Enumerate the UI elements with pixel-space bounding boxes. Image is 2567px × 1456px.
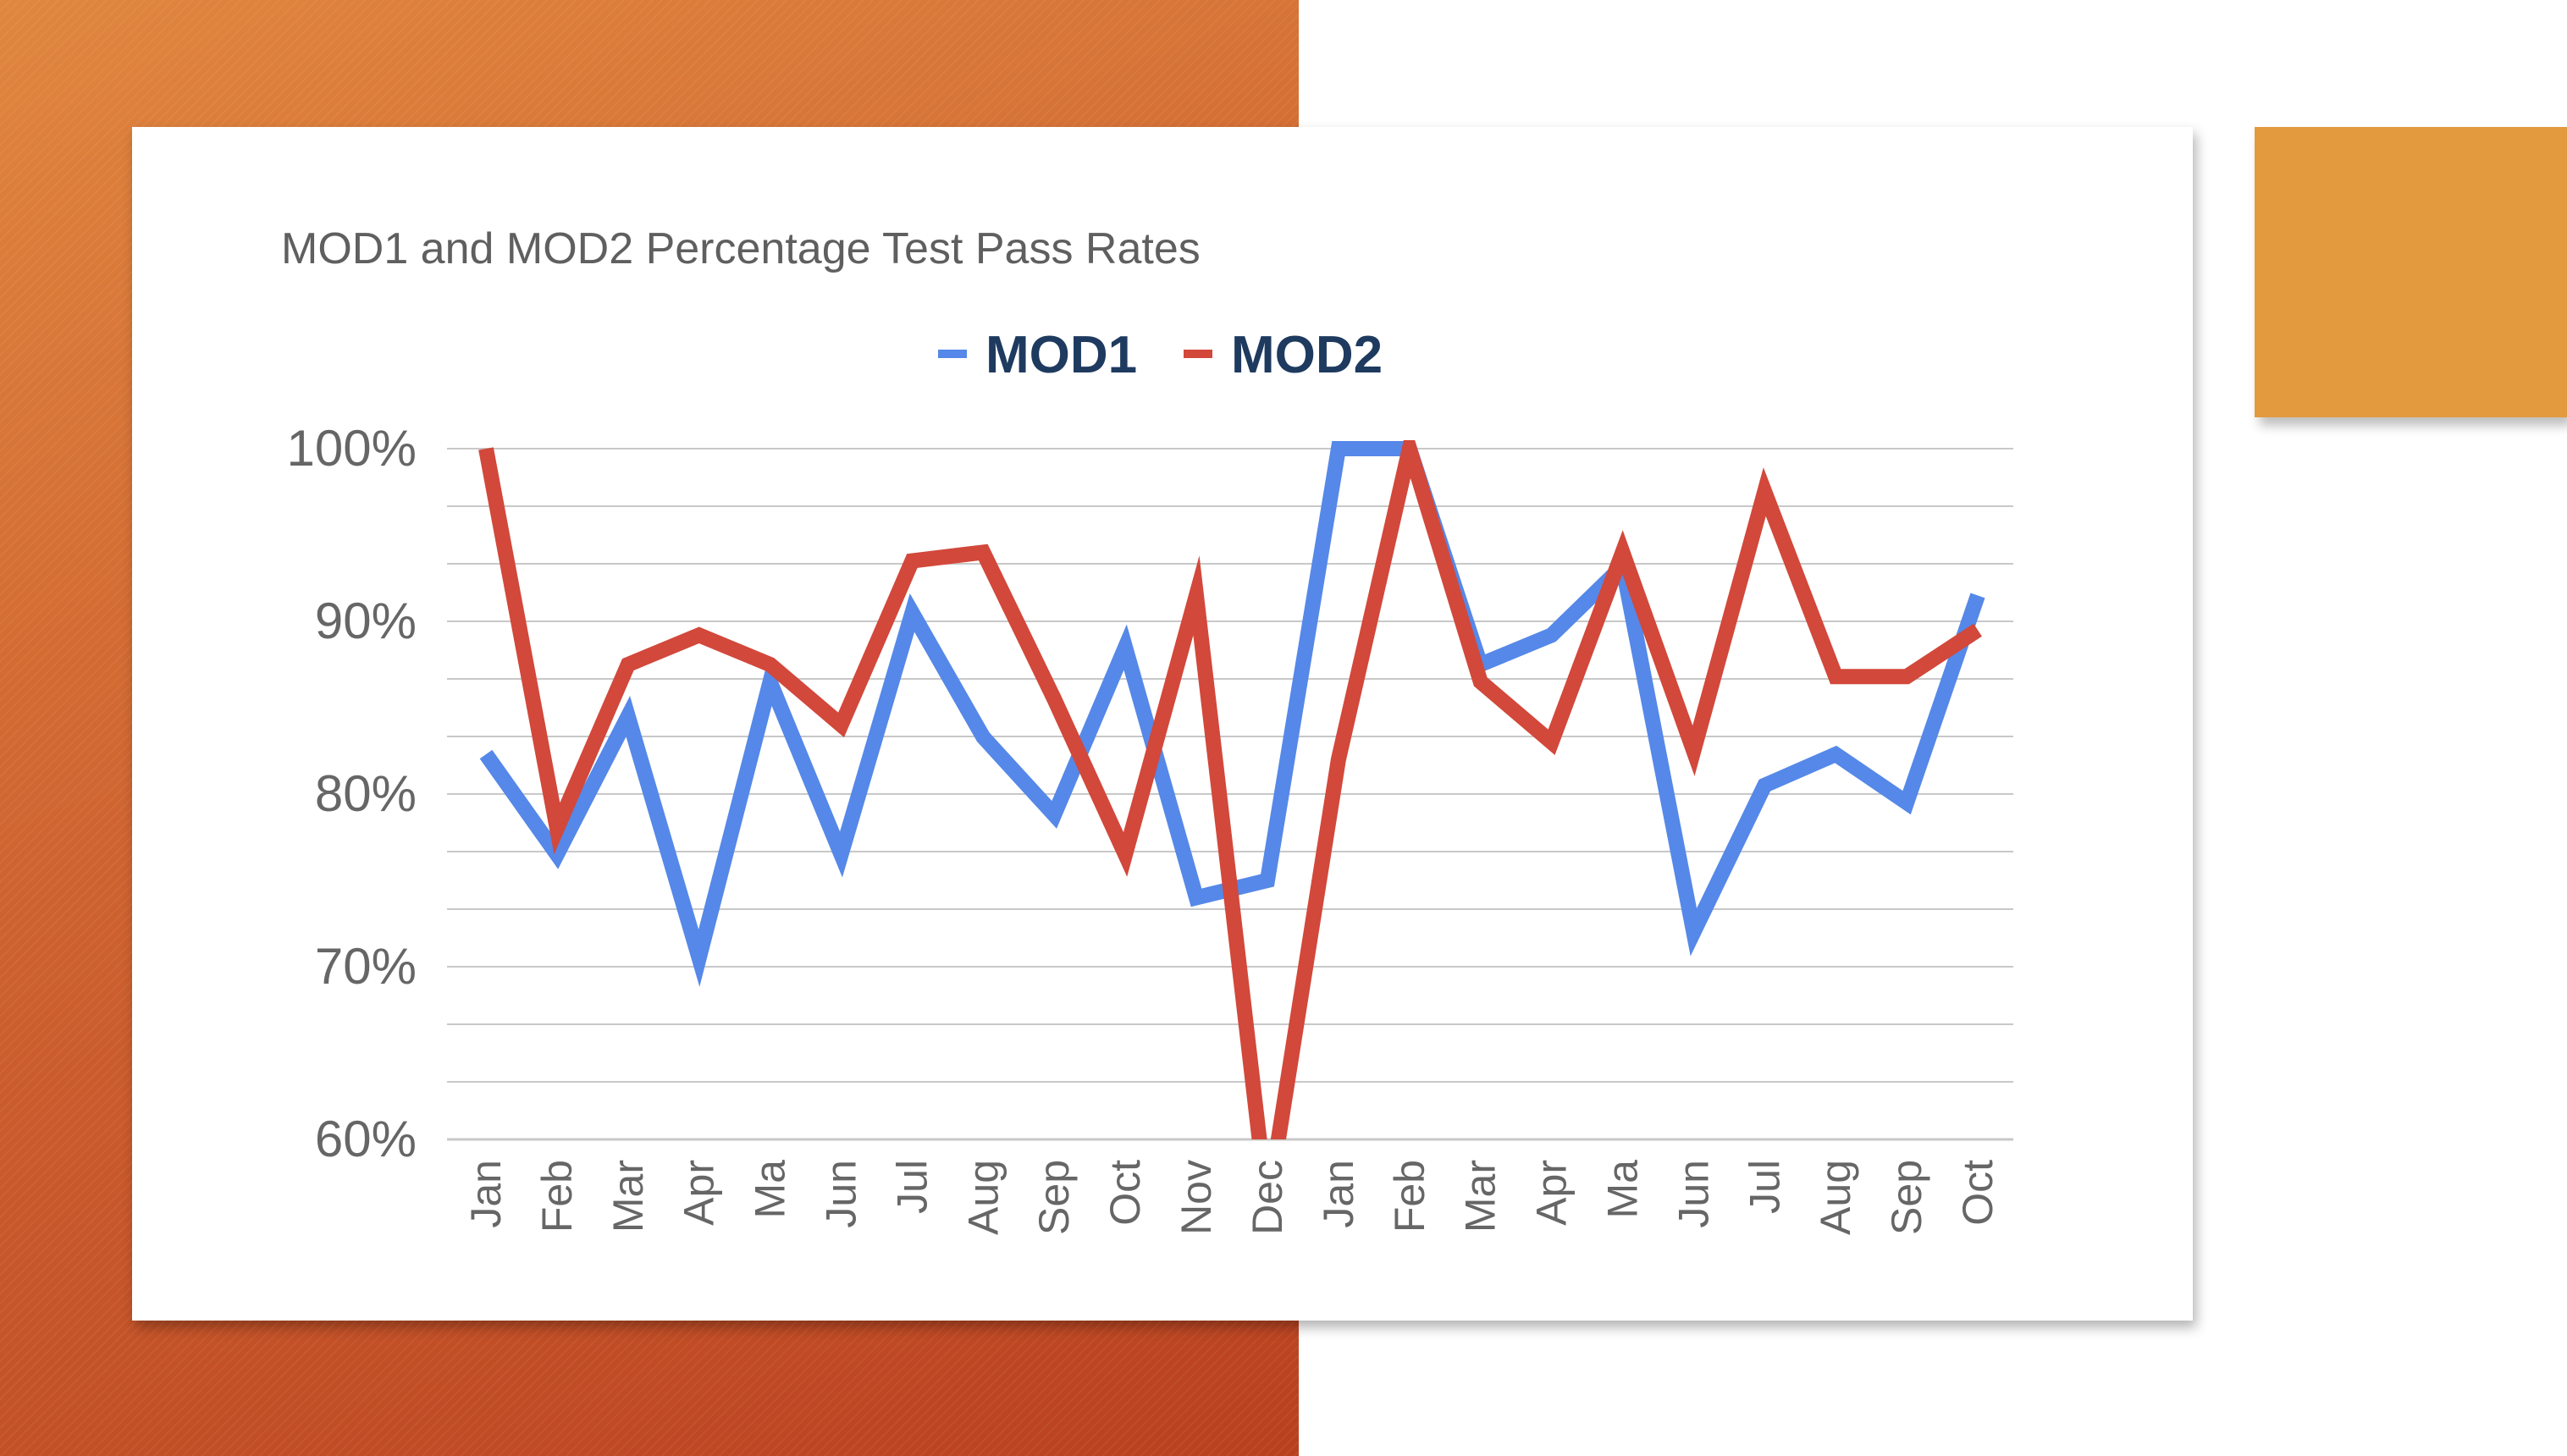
- series-line-mod2: [478, 440, 1982, 1139]
- x-tick-label: Jul: [888, 1160, 936, 1214]
- legend-label-mod2: MOD2: [1231, 326, 1383, 384]
- legend-swatch-mod1: [938, 350, 967, 358]
- x-tick-label: Sep: [1883, 1160, 1930, 1235]
- line-chart: 100% 90% 80% 70% 60% Jan Feb Mar Apr Ma Jun Jul Aug S…: [287, 326, 2013, 1235]
- x-tick-label: Jan: [462, 1160, 510, 1228]
- x-tick-label: Oct: [1101, 1160, 1149, 1226]
- x-tick-label: Aug: [1812, 1160, 1859, 1235]
- y-tick-label: 90%: [315, 593, 417, 649]
- x-tick-label: Mar: [1457, 1160, 1504, 1233]
- x-tick-label: Ma: [1598, 1160, 1646, 1219]
- x-tick-label: Jun: [1670, 1160, 1717, 1228]
- y-tick-label: 80%: [315, 765, 417, 822]
- chart-card: MOD1 and MOD2 Percentage Test Pass Rates…: [132, 127, 2193, 1321]
- x-tick-label: Feb: [1386, 1160, 1433, 1233]
- x-tick-label: Ma: [747, 1160, 794, 1219]
- y-tick-label: 100%: [287, 420, 417, 477]
- accent-block: [2255, 127, 2567, 417]
- x-tick-label: Apr: [676, 1160, 723, 1226]
- y-tick-label: 60%: [315, 1111, 417, 1167]
- x-tick-label: Apr: [1528, 1160, 1576, 1226]
- x-tick-label: Mar: [604, 1160, 652, 1233]
- legend-label-mod1: MOD1: [985, 326, 1137, 384]
- y-tick-label: 70%: [315, 938, 417, 995]
- x-tick-label: Feb: [533, 1160, 581, 1233]
- x-tick-label: Aug: [959, 1160, 1007, 1235]
- x-tick-label: Sep: [1030, 1160, 1078, 1235]
- x-tick-label: Nov: [1173, 1160, 1220, 1235]
- chart-title: MOD1 and MOD2 Percentage Test Pass Rates: [281, 224, 1201, 273]
- legend-swatch-mod2: [1184, 350, 1212, 358]
- x-tick-label: Jun: [818, 1160, 865, 1228]
- x-tick-label: Dec: [1244, 1160, 1291, 1235]
- x-tick-label: Jul: [1741, 1160, 1788, 1214]
- series-lines: [478, 440, 1985, 1139]
- x-tick-label: Jan: [1315, 1160, 1362, 1228]
- x-tick-label: Oct: [1954, 1160, 2001, 1226]
